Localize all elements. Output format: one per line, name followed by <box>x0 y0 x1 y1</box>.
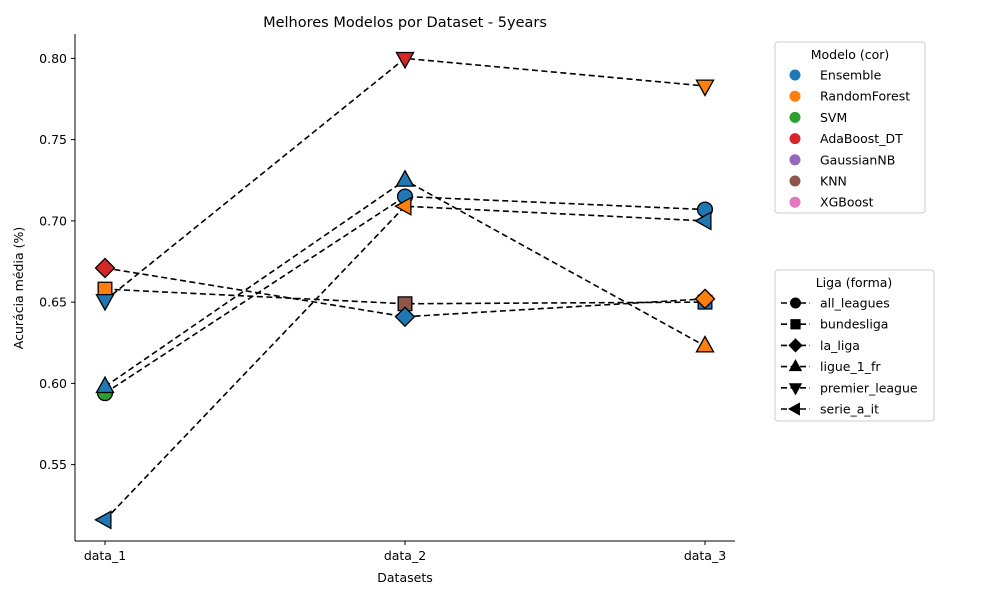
legend-label-league: premier_league <box>820 380 918 395</box>
data-point-la_liga <box>394 306 416 328</box>
legend-marker-la_liga <box>788 338 803 353</box>
data-point-ligue_1_fr <box>395 169 415 187</box>
series-line-la_liga <box>104 267 706 318</box>
legend-leagues-frame <box>774 269 935 422</box>
data-point-serie_a_it <box>94 510 112 530</box>
legend-label-league: ligue_1_fr <box>820 359 881 374</box>
data-point-bundesliga <box>97 281 113 297</box>
legend-swatch-XGBoost <box>789 196 801 208</box>
legend-label-league: bundesliga <box>820 317 888 332</box>
legend-label-model: XGBoost <box>820 195 874 210</box>
legend-marker-all_leagues <box>790 297 801 309</box>
x-tick-label: data_1 <box>84 548 126 563</box>
legend-label-model: KNN <box>820 174 847 189</box>
data-point-premier_league <box>395 51 415 70</box>
data-point-ligue_1_fr <box>695 335 715 353</box>
y-tick-label: 0.80 <box>39 51 67 66</box>
axes <box>74 34 735 542</box>
y-axis-label: Acurácia média (%) <box>11 227 26 349</box>
legend-label-model: Ensemble <box>820 68 882 83</box>
legend-models: Modelo (cor) Ensemble RandomForest SVM AdaB… <box>774 41 926 214</box>
legend-leagues-entries: all_leagues bundesliga la_liga ligue_1_frpr… <box>781 296 918 417</box>
legend-label-league: serie_a_it <box>820 402 879 417</box>
x-tick-label: data_3 <box>684 548 726 563</box>
legend-swatch-KNN <box>789 175 801 187</box>
data-point-bundesliga <box>397 296 413 312</box>
data-point-la_liga <box>94 257 116 279</box>
series-line-all_leagues <box>104 195 706 394</box>
legend-models-title: Modelo (cor) <box>811 47 890 62</box>
data-point-ligue_1_fr <box>95 375 115 394</box>
legend-label-model: RandomForest <box>820 89 910 104</box>
legend-marker-serie_a_it <box>787 402 800 416</box>
legend-label-model: AdaBoost_DT <box>820 131 903 146</box>
legend-swatch-GaussianNB <box>789 154 801 166</box>
data-point-serie_a_it <box>394 196 412 216</box>
legend-leagues: Liga (forma) all_leagues bundesliga la_lig… <box>774 269 935 422</box>
legend-swatch-Ensemble <box>789 69 801 81</box>
series-line-serie_a_it <box>104 205 706 521</box>
data-point-premier_league <box>95 293 115 312</box>
data-point-la_liga <box>694 288 716 310</box>
chart-title: Melhores Modelos por Dataset - 5years <box>263 15 547 31</box>
legend-label-league: la_liga <box>820 338 860 353</box>
y-tick-label: 0.70 <box>39 213 67 228</box>
x-tick-label: data_2 <box>384 548 426 563</box>
y-tick-label: 0.60 <box>39 376 67 391</box>
legend-models-entries: Ensemble RandomForest SVM AdaBoost_DT Gaussi… <box>789 68 910 210</box>
data-point-premier_league <box>695 79 715 97</box>
y-ticks: 0.55 0.60 0.65 0.70 0.75 0.80 <box>39 51 75 472</box>
legend-swatch-RandomForest <box>789 90 801 102</box>
legend-marker-premier_league <box>788 383 803 396</box>
legend-leagues-title: Liga (forma) <box>816 275 893 290</box>
y-tick-label: 0.65 <box>39 295 67 310</box>
legend-label-model: GaussianNB <box>820 152 895 167</box>
legend-label-league: all_leagues <box>820 296 890 311</box>
legend-swatch-AdaBoost_DT <box>789 133 801 145</box>
legend-label-model: SVM <box>820 110 847 125</box>
legend-models-frame <box>774 41 926 214</box>
y-tick-label: 0.75 <box>39 132 67 147</box>
series-lines <box>104 57 706 521</box>
data-point-serie_a_it <box>694 211 712 231</box>
series-markers <box>94 51 716 530</box>
x-axis-label: Datasets <box>377 570 432 585</box>
legend-marker-bundesliga <box>790 319 801 330</box>
x-ticks: data_1 data_2 data_3 <box>84 541 726 563</box>
y-tick-label: 0.55 <box>39 457 67 472</box>
legend-marker-ligue_1_fr <box>788 359 803 372</box>
legend-swatch-SVM <box>789 111 801 123</box>
